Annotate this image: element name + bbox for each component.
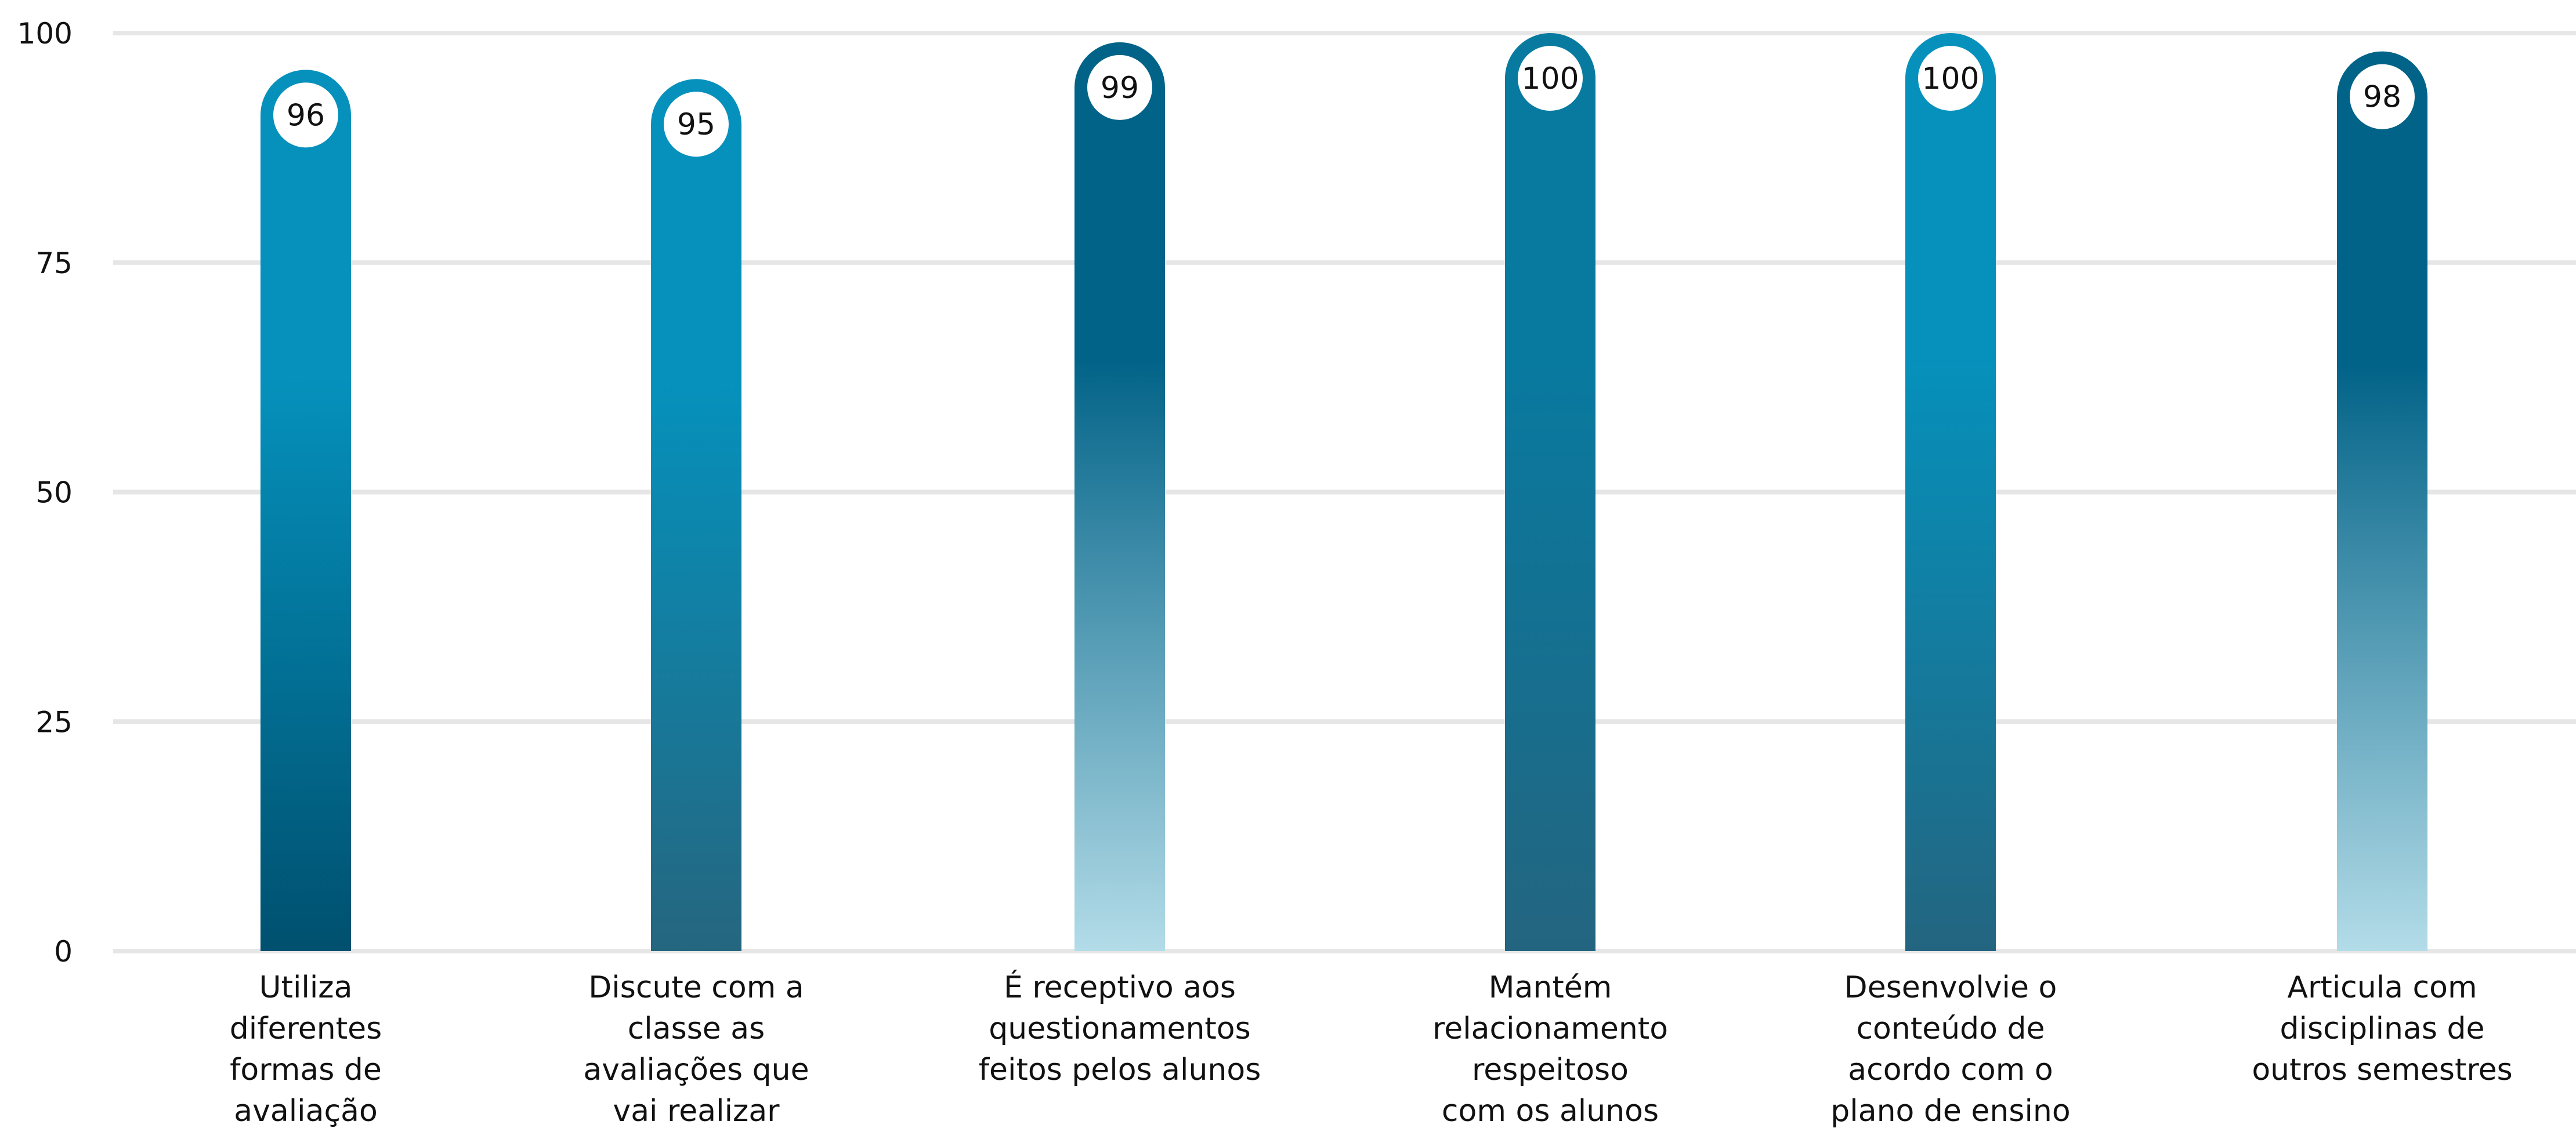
value-badge bbox=[664, 92, 729, 157]
x-tick-label: Articula com disciplinas de outros semes… bbox=[2252, 970, 2513, 1087]
bar bbox=[1074, 42, 1165, 952]
value-badge bbox=[273, 82, 338, 148]
value-badge bbox=[1087, 55, 1152, 120]
bar bbox=[2337, 51, 2427, 951]
y-tick-label: 25 bbox=[35, 705, 73, 739]
bar bbox=[261, 70, 351, 951]
y-tick-label: 75 bbox=[35, 246, 73, 280]
bars: 96 95 99 100 100 98 bbox=[261, 33, 2427, 952]
bar bbox=[651, 79, 741, 951]
value-badge bbox=[2350, 64, 2415, 129]
x-tick-label: Discute com a classe as avaliações que v… bbox=[583, 970, 809, 1129]
grid-layer bbox=[113, 31, 2576, 953]
value-badge bbox=[1518, 46, 1583, 111]
bar bbox=[1505, 33, 1595, 951]
data-label: 96 bbox=[287, 98, 325, 133]
x-tick-label: Desenvolvie o conteúdo de acordo com o p… bbox=[1830, 970, 2071, 1129]
x-tick-label: É receptivo aos questionamentos feitos p… bbox=[978, 970, 1261, 1087]
y-tick-label: 0 bbox=[54, 935, 73, 968]
data-label: 100 bbox=[1922, 61, 1979, 96]
data-label: 95 bbox=[677, 107, 715, 142]
bar bbox=[1905, 33, 1996, 951]
y-tick-label: 50 bbox=[35, 476, 73, 510]
data-label: 98 bbox=[2363, 80, 2401, 115]
x-tick-label: Mantém relacionamento respeitoso com os … bbox=[1432, 970, 1669, 1129]
value-badge bbox=[1918, 46, 1983, 111]
x-tick-label: Utiliza diferentes formas de avaliação bbox=[229, 970, 382, 1129]
data-label: 100 bbox=[1521, 61, 1579, 96]
data-label: 99 bbox=[1101, 71, 1139, 106]
y-axis: 0 25 50 75 100 bbox=[17, 17, 73, 968]
y-tick-label: 100 bbox=[17, 17, 73, 50]
